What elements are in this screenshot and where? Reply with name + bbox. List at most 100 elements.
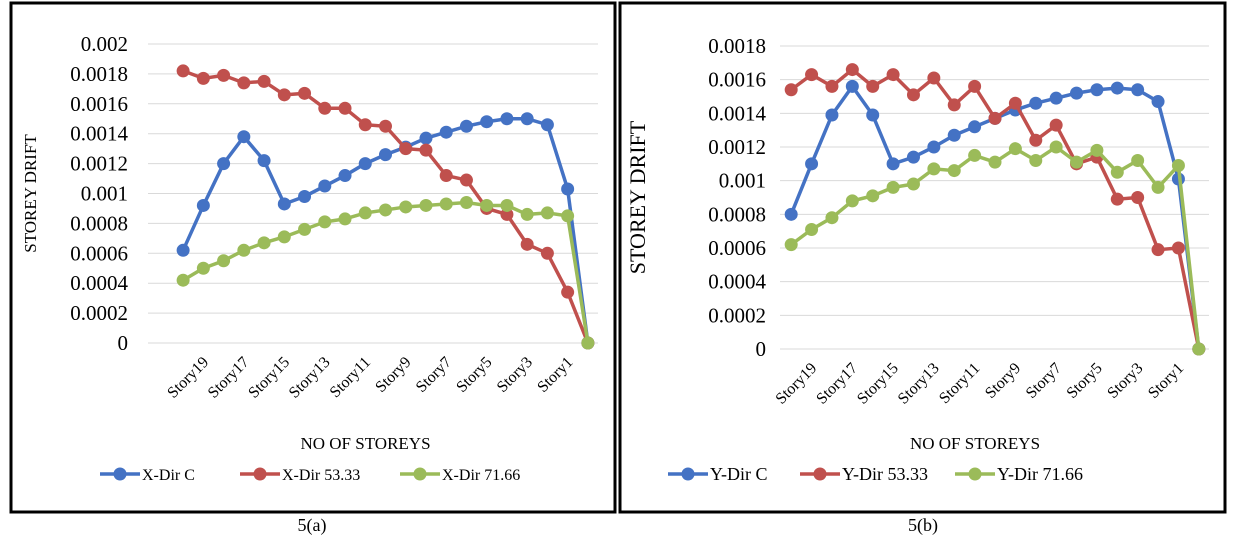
data-point	[947, 98, 961, 112]
y-tick-label: 0	[118, 331, 129, 355]
data-point	[338, 101, 352, 115]
data-point	[176, 64, 190, 78]
data-point	[1131, 83, 1145, 97]
legend-marker	[413, 467, 427, 481]
data-point	[1171, 159, 1185, 173]
x-tick-label: Story15	[245, 354, 293, 402]
data-point	[947, 128, 961, 142]
x-tick-label: Story17	[205, 354, 253, 402]
data-point	[500, 198, 514, 212]
legend-label: X-Dir C	[142, 467, 195, 484]
data-point	[419, 198, 433, 212]
data-point	[459, 173, 473, 187]
data-point	[784, 207, 798, 221]
y-tick-label: 0.0016	[70, 92, 128, 116]
data-point	[379, 148, 392, 162]
data-point	[906, 150, 920, 164]
data-point	[1110, 192, 1124, 206]
series-line	[790, 67, 1201, 350]
data-point	[520, 237, 534, 251]
data-point	[886, 157, 900, 171]
data-point	[277, 230, 291, 244]
x-tick-label: Story5	[453, 354, 495, 396]
x-axis-title: NO OF STOREYS	[910, 434, 1040, 453]
caption: 5(a)	[298, 515, 327, 536]
data-point	[419, 131, 433, 145]
y-tick-label: 0.001	[81, 182, 128, 206]
data-point	[338, 212, 352, 226]
data-point	[825, 211, 839, 225]
y-tick-label: 0.0016	[708, 68, 766, 92]
y-tick-label: 0.0006	[70, 241, 128, 265]
legend-label: X-Dir 71.66	[442, 467, 520, 484]
y-tick-label: 0.0018	[708, 34, 766, 58]
caption: 5(b)	[908, 515, 938, 536]
data-point	[1090, 83, 1104, 97]
data-point	[1110, 81, 1124, 95]
data-point	[277, 88, 291, 102]
data-point	[1192, 342, 1206, 356]
data-point	[968, 148, 982, 162]
legend-label: Y-Dir 71.66	[997, 464, 1083, 484]
data-point	[277, 197, 291, 211]
data-point	[480, 115, 494, 129]
data-point	[318, 179, 332, 193]
data-point	[561, 285, 575, 299]
data-point	[561, 182, 575, 196]
y-tick-label: 0.0014	[708, 101, 766, 125]
panel-border	[618, 1, 1227, 514]
data-point	[581, 336, 595, 350]
x-tick-label: Story19	[164, 354, 212, 402]
data-point	[459, 195, 473, 209]
data-point	[988, 155, 1002, 169]
data-point	[1008, 96, 1022, 110]
data-point	[886, 68, 900, 82]
legend-marker	[113, 467, 127, 481]
data-point	[379, 119, 392, 133]
data-point	[257, 74, 271, 88]
data-point	[379, 203, 392, 217]
data-point	[845, 194, 859, 208]
data-point	[237, 243, 251, 257]
data-point	[500, 207, 514, 221]
data-point	[419, 143, 433, 157]
legend-marker	[253, 467, 267, 481]
data-point	[927, 140, 941, 154]
x-tick-label: Story11	[327, 354, 374, 401]
data-point	[298, 189, 312, 203]
data-point	[1131, 153, 1145, 167]
data-point	[1070, 155, 1084, 169]
x-tick-label: Story1	[1145, 360, 1187, 402]
legend-label: Y-Dir 53.33	[842, 464, 928, 484]
data-point	[176, 243, 190, 257]
data-point	[906, 88, 920, 102]
series-line	[789, 83, 1201, 350]
legend-label: X-Dir 53.33	[282, 467, 360, 484]
y-tick-label: 0.0006	[708, 236, 766, 260]
legend-label: Y-Dir C	[710, 464, 768, 484]
data-point	[784, 238, 798, 252]
data-point	[237, 130, 251, 144]
legend-marker	[681, 467, 695, 481]
data-point	[1090, 143, 1104, 157]
data-point	[217, 68, 231, 82]
data-point	[540, 246, 554, 260]
data-point	[1029, 133, 1043, 147]
x-tick-label: Story1	[534, 354, 576, 396]
data-point	[298, 222, 312, 236]
data-point	[845, 79, 859, 93]
data-point	[1049, 118, 1063, 132]
data-point	[196, 71, 210, 85]
y-tick-label: 0	[756, 337, 767, 361]
data-point	[784, 83, 798, 97]
data-point	[1029, 153, 1043, 167]
data-point	[358, 118, 372, 132]
data-point	[358, 157, 372, 171]
data-point	[399, 142, 413, 156]
data-point	[906, 177, 920, 191]
data-point	[500, 112, 514, 126]
data-point	[1070, 86, 1084, 100]
data-point	[825, 79, 839, 93]
x-tick-label: Story9	[982, 360, 1024, 402]
